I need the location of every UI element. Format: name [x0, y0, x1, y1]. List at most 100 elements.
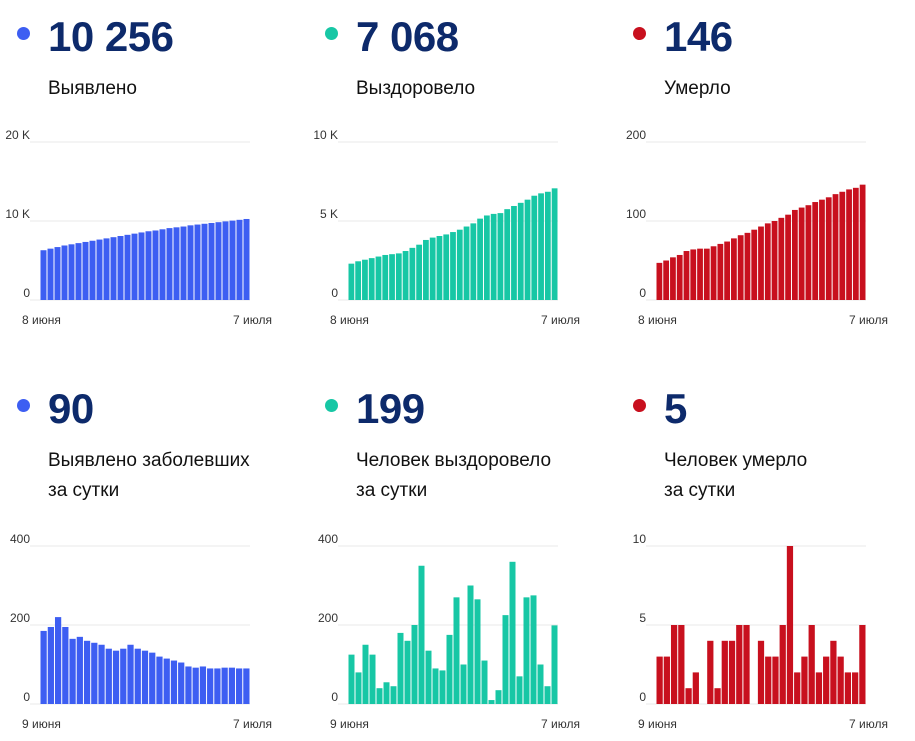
bar	[707, 640, 714, 704]
bar	[656, 262, 663, 300]
bar	[124, 234, 131, 300]
y-tick-label: 200	[10, 611, 30, 625]
bar	[228, 667, 236, 704]
bar-chart: 0 5 10 9 июня 7 июля	[633, 532, 888, 731]
stat-label-line-1: Умерло	[664, 78, 731, 99]
bar	[764, 223, 771, 300]
y-tick-label: 20 K	[5, 128, 30, 142]
bar	[839, 191, 846, 300]
bar	[163, 658, 170, 704]
bar	[402, 251, 409, 300]
bar	[141, 650, 149, 704]
stat-panel-6: 5 Человек умерло за сутки 0 5 10 9 июня 7 июля	[616, 372, 915, 732]
x-start-label: 9 июня	[22, 717, 61, 731]
bar	[103, 238, 110, 300]
bar	[737, 235, 744, 300]
bar	[751, 229, 758, 300]
bar	[710, 246, 717, 300]
bar	[436, 236, 443, 300]
bar	[531, 195, 538, 300]
x-end-label: 7 июля	[849, 313, 888, 327]
bar	[483, 215, 490, 300]
stat-label-line-2: за сутки	[664, 480, 736, 501]
bar	[743, 625, 750, 704]
bar	[670, 257, 676, 300]
bar	[544, 686, 551, 704]
bar	[551, 625, 558, 704]
x-end-label: 7 июля	[541, 717, 580, 731]
bar-chart: 0 100 200 8 июня 7 июля	[626, 128, 888, 327]
bar	[825, 197, 832, 300]
y-tick-label: 10 K	[5, 207, 30, 221]
bar	[145, 231, 152, 300]
bar	[683, 251, 690, 300]
bar	[859, 184, 866, 300]
bar	[516, 676, 523, 704]
bar	[47, 248, 54, 300]
bar	[502, 615, 509, 705]
bar	[83, 640, 91, 704]
bar	[446, 634, 453, 705]
bar	[690, 249, 697, 300]
x-start-label: 9 июня	[330, 717, 369, 731]
bar	[201, 223, 208, 300]
bar	[375, 256, 382, 300]
bar	[663, 260, 670, 300]
y-tick-label: 200	[626, 128, 646, 142]
bar	[382, 254, 389, 300]
bar	[801, 656, 808, 704]
bar	[425, 650, 432, 704]
bar	[791, 209, 798, 300]
bar	[89, 240, 96, 300]
bar	[731, 238, 737, 300]
bar	[192, 667, 199, 704]
bar	[178, 662, 185, 704]
bar	[159, 229, 166, 300]
legend-dot	[17, 27, 30, 40]
bar	[685, 688, 692, 704]
bar	[450, 232, 456, 300]
x-end-label: 7 июля	[233, 717, 272, 731]
bar	[530, 595, 537, 705]
bar	[215, 222, 222, 300]
y-tick-label: 10	[633, 532, 647, 546]
bar-chart: 0 200 400 9 июня 7 июля	[318, 532, 580, 731]
bar	[348, 654, 355, 705]
bar	[778, 217, 785, 300]
bar	[463, 226, 470, 300]
bar	[703, 248, 710, 300]
bar	[517, 202, 524, 300]
bar	[798, 207, 805, 300]
bar	[229, 220, 236, 300]
bar	[832, 194, 839, 300]
y-tick-label: 0	[331, 690, 338, 704]
legend-dot	[633, 27, 646, 40]
bar	[355, 672, 362, 704]
bar	[823, 656, 830, 704]
bar	[490, 213, 497, 300]
bar	[355, 261, 362, 300]
bar	[166, 228, 173, 300]
bar	[91, 642, 98, 704]
y-tick-label: 5 K	[320, 207, 338, 221]
stat-value: 10 256	[48, 13, 174, 60]
bar	[439, 670, 446, 704]
y-tick-label: 0	[639, 286, 646, 300]
bar	[481, 660, 488, 704]
stat-panel-4: 90 Выявлено заболевших за сутки 0 200 400 9 ию…	[0, 372, 300, 732]
x-start-label: 8 июня	[330, 313, 369, 327]
y-tick-label: 100	[626, 207, 646, 221]
bar	[120, 648, 127, 704]
y-tick-label: 400	[10, 532, 30, 546]
bar	[112, 650, 120, 704]
bar	[389, 254, 395, 300]
bar	[47, 626, 54, 704]
stat-label-line-1: Человек выздоровело	[356, 450, 552, 471]
bar	[859, 625, 866, 704]
bar	[208, 222, 215, 300]
legend-dot	[325, 27, 338, 40]
bar	[409, 247, 416, 300]
bar	[214, 668, 221, 704]
stat-label-line-1: Выздоровело	[356, 78, 476, 99]
bar	[697, 248, 703, 300]
